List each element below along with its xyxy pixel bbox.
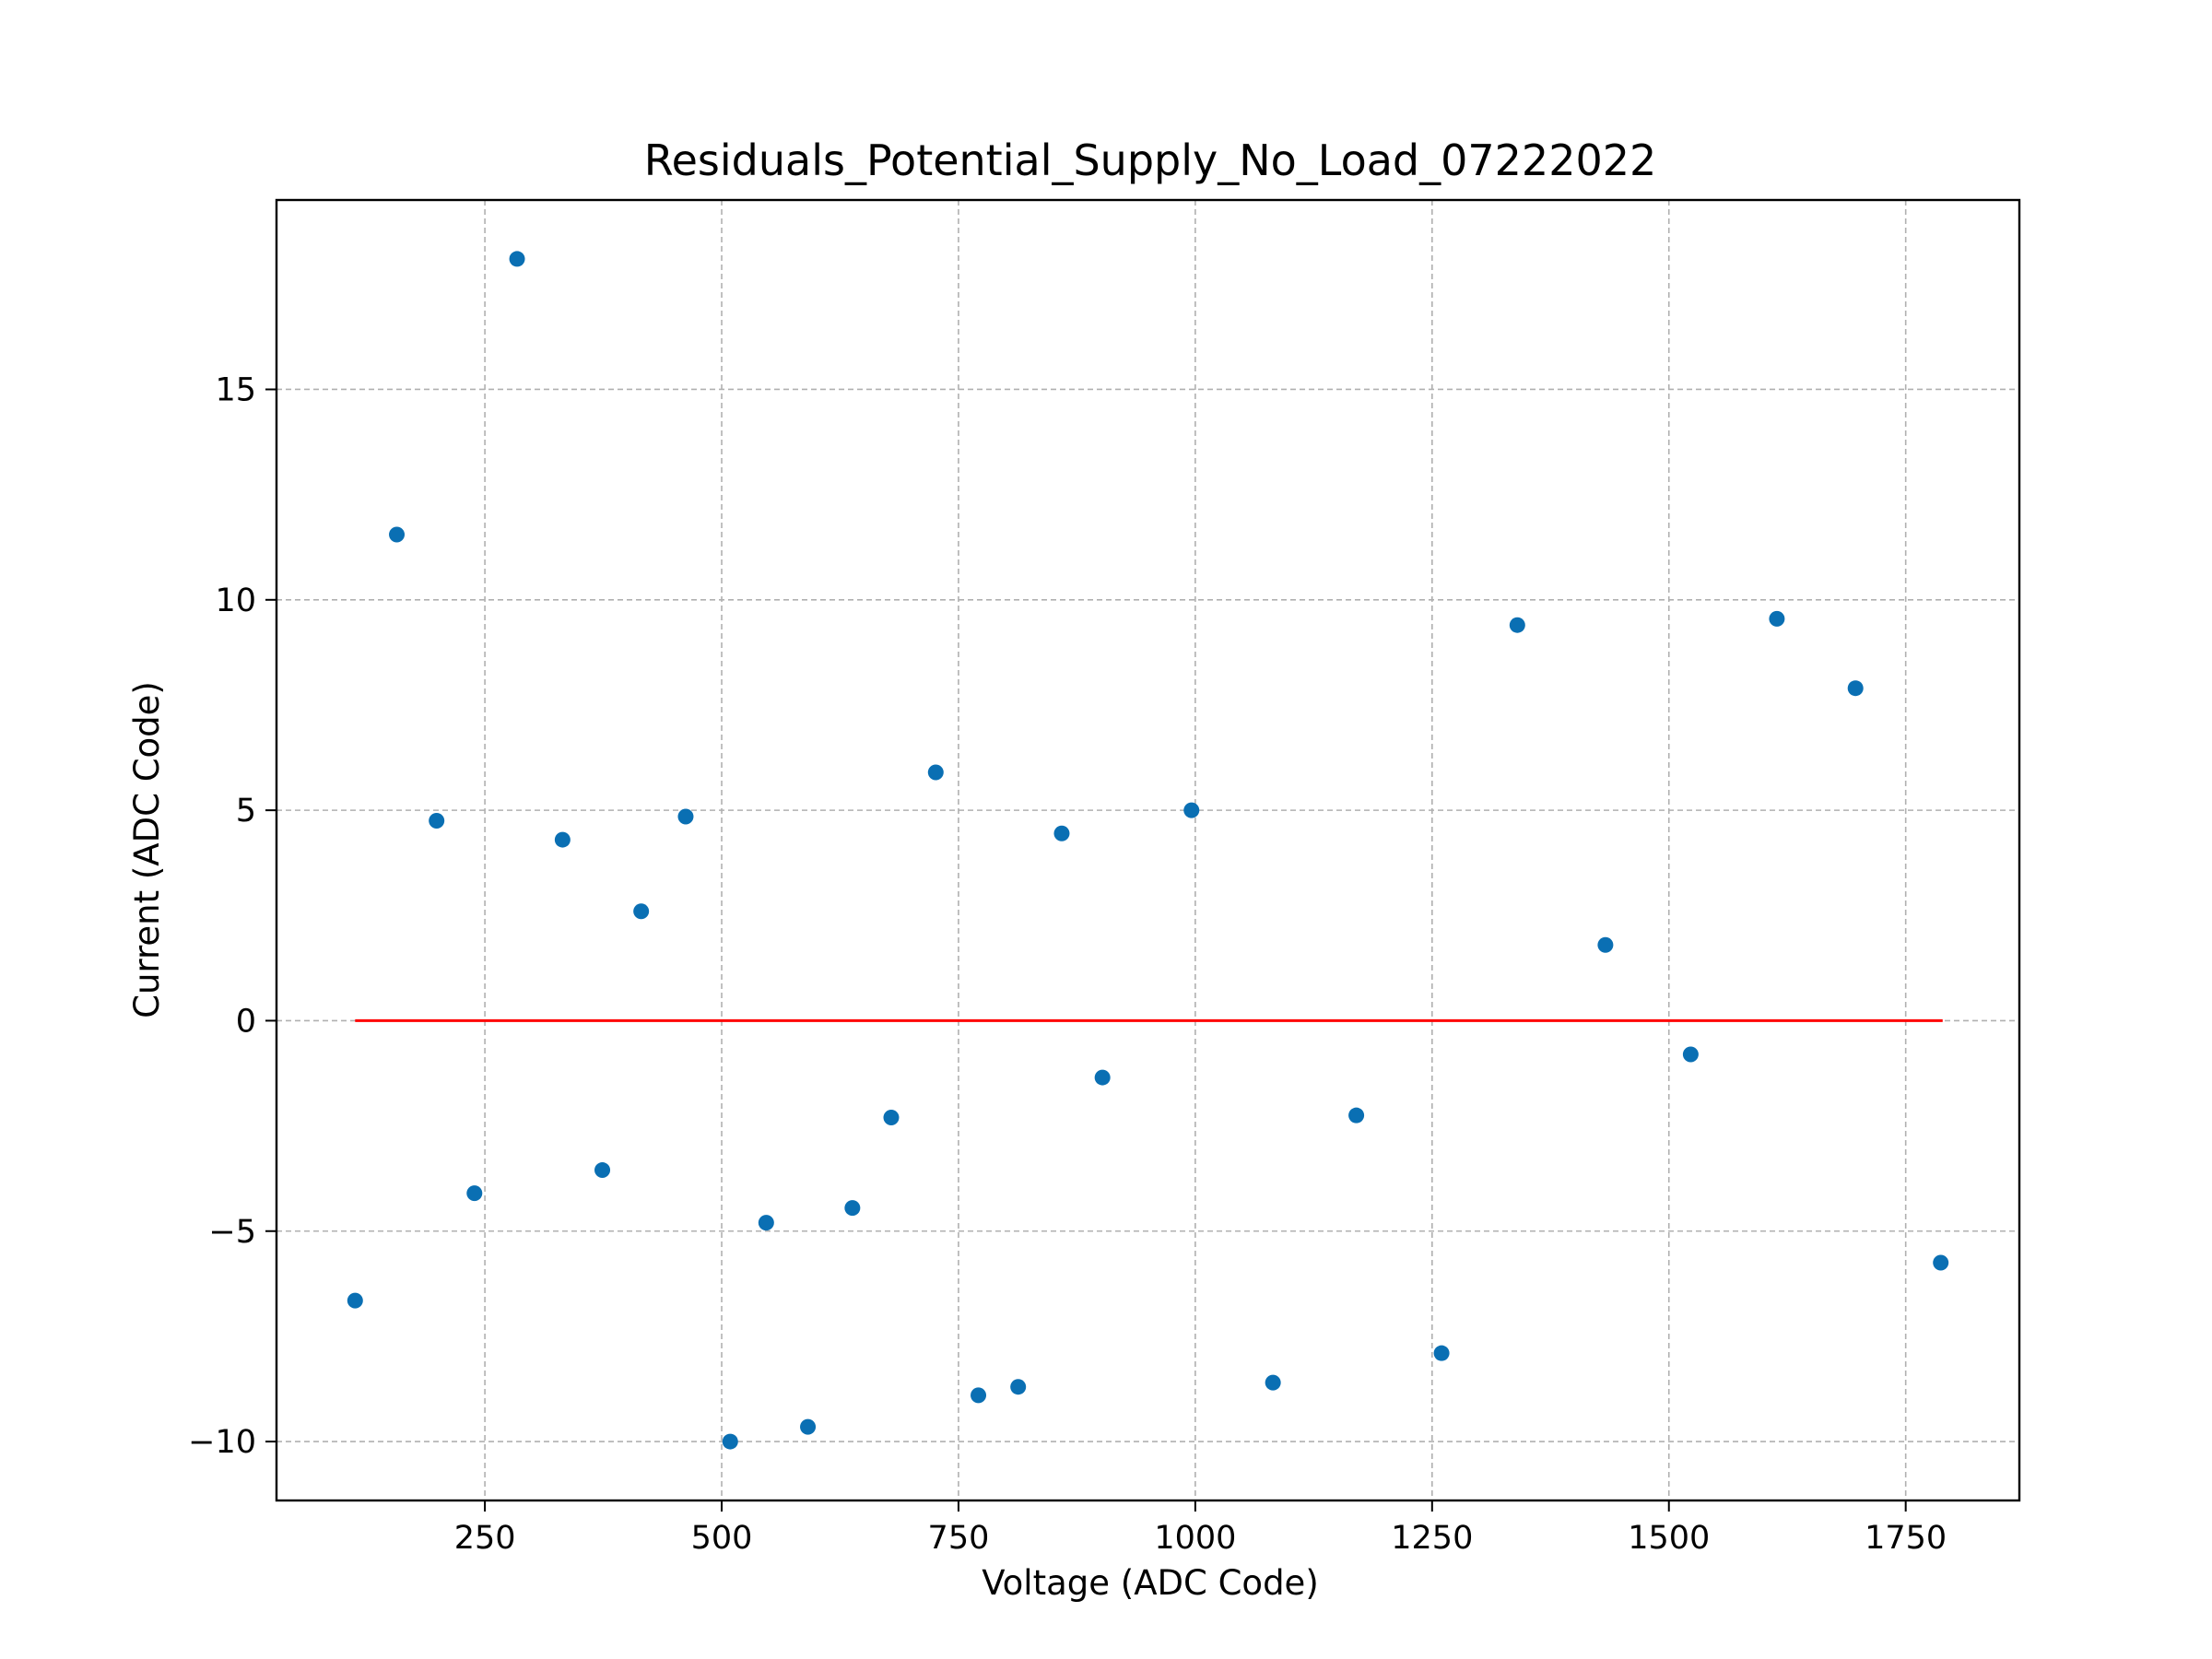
plot-frame [275,198,2021,1502]
chart-title: Residuals_Potential_Supply_No_Load_07222… [644,135,1657,185]
data-point-0-4 [509,251,525,267]
y-tick-label-4: 10 [215,582,256,619]
data-point-0-25 [1682,1046,1699,1063]
data-point-0-11 [800,1418,817,1435]
data-point-0-24 [1597,936,1614,953]
y-axis-ticks: −10 −5 0 5 10 15 [188,371,276,1461]
data-point-0-1 [389,526,406,543]
data-point-0-2 [429,813,445,830]
data-point-0-9 [722,1433,738,1450]
x-tick-label-4: 1250 [1391,1520,1473,1557]
x-tick-label-0: 250 [454,1520,516,1557]
y-tick-label-2: 0 [236,1003,256,1040]
data-point-0-15 [971,1387,987,1404]
data-point-0-10 [758,1215,774,1231]
x-tick-label-3: 1000 [1154,1520,1236,1557]
data-point-0-21 [1348,1107,1365,1124]
data-point-0-22 [1433,1345,1450,1361]
x-tick-label-6: 1750 [1865,1520,1947,1557]
data-point-0-23 [1509,617,1525,633]
data-point-0-16 [1010,1379,1027,1395]
data-point-0-3 [466,1185,483,1202]
data-point-0-6 [594,1162,611,1179]
data-point-0-7 [633,903,650,920]
x-tick-label-1: 500 [691,1520,753,1557]
data-point-0-19 [1183,802,1200,818]
data-point-0-14 [927,764,944,781]
y-tick-label-5: 15 [215,371,256,408]
data-point-0-28 [1933,1254,1949,1271]
data-point-0-12 [844,1200,861,1217]
x-tick-label-2: 750 [928,1520,990,1557]
data-point-0-0 [347,1292,363,1309]
data-point-0-27 [1847,680,1864,697]
data-point-0-26 [1769,610,1785,627]
y-tick-label-0: −10 [188,1424,256,1461]
y-axis-title: Current (ADC Code) [127,681,167,1018]
data-point-0-20 [1265,1374,1281,1391]
data-point-0-18 [1094,1069,1111,1086]
y-tick-label-1: −5 [208,1214,256,1251]
x-axis-title: Voltage (ADC Code) [982,1563,1319,1603]
x-tick-label-5: 1500 [1628,1520,1710,1557]
data-point-0-8 [677,808,694,825]
data-point-0-13 [883,1109,900,1125]
data-points [347,251,1949,1450]
data-point-0-5 [554,831,571,848]
x-axis-ticks: 250 500 750 1000 1250 1500 1750 [454,1500,1947,1557]
data-point-0-17 [1053,825,1070,841]
y-tick-label-3: 5 [236,793,256,830]
